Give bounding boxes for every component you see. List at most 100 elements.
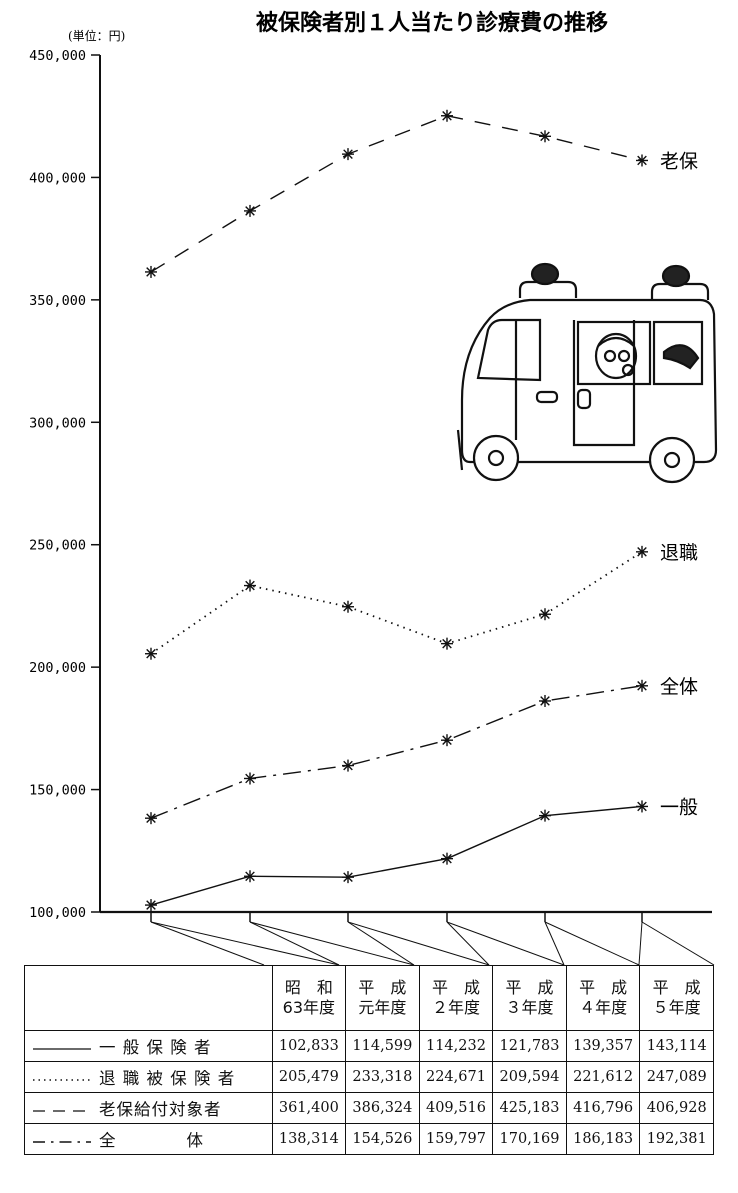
- row-label: 退 職 被 保 険 者: [24, 1061, 273, 1093]
- unit-label: (単位：円): [68, 28, 125, 43]
- data-point-marker: [636, 800, 648, 813]
- data-point-marker: [244, 204, 256, 217]
- connector-line: [638, 921, 643, 965]
- data-point-marker: [145, 265, 157, 278]
- axes: [99, 55, 712, 914]
- table-row: 全 体 138,314 154,526 159,797 170,169 186,…: [24, 1123, 714, 1155]
- table-cell: 205,479: [271, 1061, 347, 1093]
- connector-line: [347, 921, 490, 965]
- connector-line: [150, 921, 265, 965]
- connector-line: [446, 921, 490, 965]
- data-point-marker: [342, 148, 354, 161]
- connector-line: [249, 921, 340, 965]
- table-cell: 114,232: [418, 1030, 494, 1062]
- connector-line: [446, 921, 565, 965]
- table-cell: 247,089: [639, 1061, 714, 1093]
- series-label: 退職: [660, 542, 698, 564]
- y-tick-label: 200,000: [29, 660, 86, 676]
- data-point-marker: [244, 579, 256, 592]
- table-row: 一 般 保 険 者 102,833 114,599 114,232 121,78…: [24, 1030, 714, 1062]
- table-cell: 170,169: [492, 1123, 567, 1155]
- row-label-text: 老保給付対象者: [99, 1100, 222, 1119]
- y-tick-label: 400,000: [29, 170, 86, 186]
- y-tick-label: 300,000: [29, 415, 86, 431]
- data-point-marker: [441, 734, 453, 747]
- table-cell: 138,314: [271, 1123, 347, 1155]
- y-tick-label: 100,000: [29, 905, 86, 921]
- data-point-marker: [342, 871, 354, 884]
- series-line: [150, 551, 643, 655]
- y-tick-label: 250,000: [29, 538, 86, 554]
- table-cell: 159,797: [418, 1123, 494, 1155]
- series-label: 一般: [660, 796, 698, 818]
- table-cell: 192,381: [639, 1123, 714, 1155]
- connector-line: [347, 921, 415, 965]
- table-cell: 121,783: [492, 1030, 567, 1062]
- series-lines: [150, 115, 643, 906]
- legend-swatch-dashed: [31, 1108, 93, 1114]
- data-point-marker: [636, 545, 648, 558]
- y-axis-ticks: 100,000 150,000 200,000 250,000 300,000 350,0…: [29, 48, 643, 922]
- table-cell: 224,671: [418, 1061, 494, 1093]
- table-cell: 233,318: [345, 1061, 420, 1093]
- data-point-marker: [539, 809, 551, 822]
- row-label: 全 体: [24, 1123, 273, 1155]
- data-point-marker: [539, 694, 551, 707]
- table-cell: 406,928: [639, 1092, 714, 1124]
- series-label: 老保: [660, 150, 698, 172]
- table-cell: 416,796: [565, 1092, 641, 1124]
- legend-swatch-solid: [31, 1046, 93, 1052]
- chart: 被保険者別１人当たり診療費の推移 (単位：円) 100,000 150,000 20…: [29, 10, 718, 965]
- series-line: [150, 805, 643, 906]
- table-cell: 102,833: [271, 1030, 347, 1062]
- category-header: 平 成 元年度: [345, 965, 420, 1031]
- table-cell: 143,114: [639, 1030, 714, 1062]
- data-point-marker: [145, 812, 157, 825]
- table-corner: [24, 965, 273, 1031]
- data-point-marker: [342, 759, 354, 772]
- row-label-text: 一 般 保 険 者: [99, 1038, 212, 1057]
- data-point-marker: [342, 600, 354, 613]
- table-cell: 409,516: [418, 1092, 494, 1124]
- legend-swatch-dashdot: [31, 1139, 93, 1145]
- data-point-marker: [244, 870, 256, 883]
- data-table: 昭 和 63年度 平 成 元年度 平 成 ２年度 平 成 ３年度 平 成 ４年度…: [24, 965, 714, 1155]
- table-cell: 361,400: [271, 1092, 347, 1124]
- table-cell: 386,324: [345, 1092, 420, 1124]
- connector-line: [641, 921, 715, 965]
- table-cell: 209,594: [492, 1061, 567, 1093]
- row-label-text: 退 職 被 保 険 者: [99, 1069, 236, 1088]
- table-connectors: [150, 921, 715, 965]
- legend-swatch-dotted: [31, 1077, 93, 1083]
- ambulance-illustration: [456, 262, 718, 484]
- y-tick-label: 450,000: [29, 48, 86, 64]
- table-cell: 186,183: [565, 1123, 641, 1155]
- series-line: [150, 115, 643, 273]
- data-point-marker: [539, 608, 551, 621]
- series-line: [150, 685, 643, 819]
- category-header: 平 成 ２年度: [418, 965, 494, 1031]
- chart-title: 被保険者別１人当たり診療費の推移: [256, 10, 608, 36]
- data-point-marker: [244, 772, 256, 785]
- table-cell: 139,357: [565, 1030, 641, 1062]
- data-point-marker: [539, 130, 551, 143]
- series-label: 全体: [660, 676, 698, 698]
- data-point-marker: [636, 154, 648, 167]
- row-label: 一 般 保 険 者: [24, 1030, 273, 1062]
- table-row: 退 職 被 保 険 者 205,479 233,318 224,671 209,…: [24, 1061, 714, 1093]
- table-cell: 221,612: [565, 1061, 641, 1093]
- row-label-text: 全 体: [99, 1131, 204, 1150]
- data-point-marker: [441, 637, 453, 650]
- category-header: 平 成 ３年度: [492, 965, 567, 1031]
- data-point-marker: [441, 852, 453, 865]
- connector-line: [150, 921, 340, 965]
- y-tick-label: 150,000: [29, 783, 86, 799]
- table-cell: 154,526: [345, 1123, 420, 1155]
- table-cell: 425,183: [492, 1092, 567, 1124]
- category-header: 平 成 ４年度: [565, 965, 641, 1031]
- row-label: 老保給付対象者: [24, 1092, 273, 1124]
- series-points: [145, 109, 648, 912]
- data-point-marker: [636, 679, 648, 692]
- connector-line: [544, 921, 640, 965]
